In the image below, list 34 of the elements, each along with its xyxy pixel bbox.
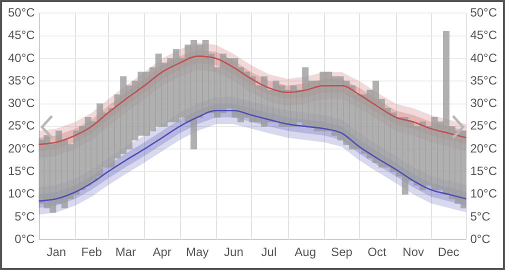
x-tick-label: Nov xyxy=(402,245,424,260)
y2-tick-label: 50°C xyxy=(470,6,498,20)
y-tick-label: 45°C xyxy=(8,28,36,42)
x-tick-label: May xyxy=(186,245,209,260)
y2-tick-label: 40°C xyxy=(470,50,498,65)
x-tick-label: Oct xyxy=(368,245,387,260)
y-tick-label: 0°C xyxy=(14,232,36,246)
y-tick-label: 15°C xyxy=(8,164,36,178)
x-tick-label: Feb xyxy=(81,245,102,260)
x-tick-label: Mar xyxy=(115,245,136,260)
y-tick-label: 5°C xyxy=(14,209,36,224)
y-tick-label: 40°C xyxy=(8,50,36,65)
x-tick-label: Aug xyxy=(294,245,316,260)
x-tick-label: Jul xyxy=(261,245,277,260)
y2-tick-label: 5°C xyxy=(470,209,491,224)
y2-tick-label: 30°C xyxy=(470,96,498,110)
y2-tick-label: 15°C xyxy=(470,164,498,178)
y-tick-label: 35°C xyxy=(8,73,36,88)
y-tick-label: 30°C xyxy=(8,96,36,110)
y2-tick-label: 35°C xyxy=(470,73,498,88)
y-tick-label: 10°C xyxy=(8,186,36,201)
x-tick-label: Jan xyxy=(46,245,66,260)
x-tick-label: Apr xyxy=(152,245,172,260)
x-tick-label: Sep xyxy=(331,245,353,260)
x-tick-label: Dec xyxy=(438,245,460,260)
y-tick-label: 50°C xyxy=(8,6,36,20)
y2-tick-label: 10°C xyxy=(470,186,498,201)
x-tick-label: Jun xyxy=(224,245,244,260)
y-tick-label: 25°C xyxy=(8,118,36,133)
y2-tick-label: 20°C xyxy=(470,141,498,156)
y2-tick-label: 0°C xyxy=(470,232,491,246)
y-tick-label: 20°C xyxy=(8,141,36,156)
y2-tick-label: 45°C xyxy=(470,28,498,42)
y2-tick-label: 25°C xyxy=(470,118,498,133)
